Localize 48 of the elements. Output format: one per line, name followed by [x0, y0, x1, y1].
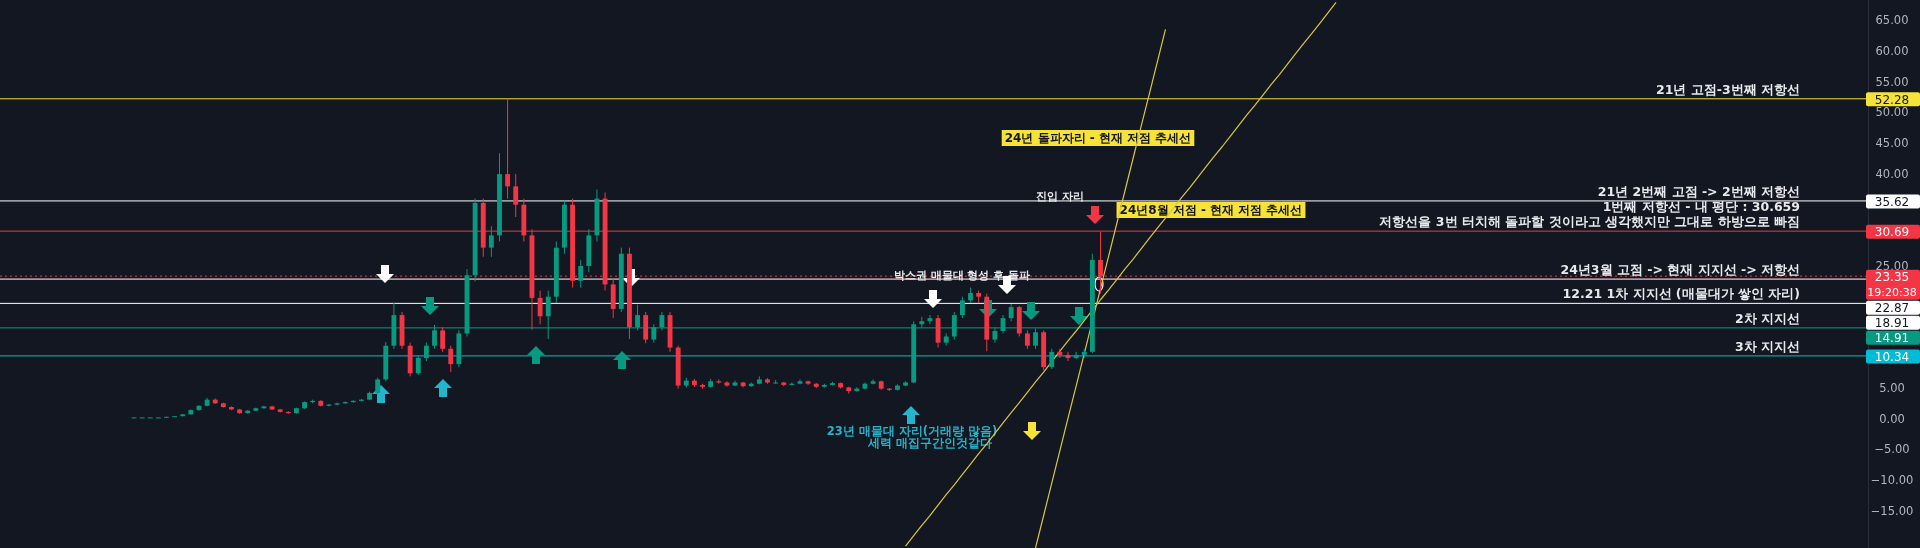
y-tick-label: 60.00 [1875, 43, 1909, 58]
candlestick [1073, 351, 1079, 360]
text: 14.91 [1874, 331, 1910, 346]
y-tick-label: 5.00 [1879, 381, 1905, 396]
candlestick [415, 354, 421, 376]
annotation: 24년8월 저점 - 현재 저점 추세선 [1119, 203, 1303, 217]
annotation: 진입 자리 [1036, 190, 1084, 203]
annotation: 박스권 매물대 형성 후 돌파 [893, 269, 1031, 282]
text: 23.35 [1874, 270, 1910, 285]
y-tick-label: −10.00 [1870, 473, 1914, 488]
text: 52.28 [1874, 92, 1910, 107]
y-tick-label: 25.00 [1875, 258, 1909, 273]
candlestick [537, 290, 543, 325]
candlestick [578, 259, 584, 288]
candlestick [1049, 348, 1055, 370]
candlestick [1024, 329, 1030, 350]
text: 30.69 [1874, 225, 1910, 240]
annotation: 24년 돌파자리 - 현재 저점 추세선 [1004, 131, 1192, 145]
candlestick [1057, 348, 1063, 359]
y-tick-label: 55.00 [1875, 74, 1909, 89]
candlestick [513, 173, 519, 218]
candlestick [423, 342, 429, 362]
annotation: 1번째 저항선 - 내 평단 : 30.659 [1602, 199, 1800, 215]
y-tick-label: −5.00 [1874, 442, 1910, 457]
candlestick [505, 98, 511, 200]
text: 35.62 [1874, 194, 1910, 209]
y-tick-label: −15.00 [1870, 503, 1914, 518]
text: 22.87 [1874, 301, 1910, 316]
candlestick [440, 326, 446, 353]
text: 10.34 [1874, 349, 1910, 364]
ref-line-label: 저항선을 3번 터치해 돌파할 것이라고 생각했지만 그대로 하방으로 빠짐 [1379, 214, 1800, 230]
candlestick [448, 345, 454, 373]
y-tick-label: 45.00 [1875, 135, 1909, 150]
candlestick [488, 225, 494, 258]
annotation: 23년 매물대 자리(거래량 많음) [826, 424, 998, 438]
ref-line-label: 12.21 1차 지지선 (매물대가 쌓인 자리) [1562, 286, 1800, 302]
y-tick-label: 50.00 [1875, 105, 1909, 120]
candlestick [959, 296, 965, 319]
text: 18.91 [1874, 316, 1910, 331]
ref-line-label: 21년 2번째 고점 -> 2번째 저항선 [1597, 183, 1800, 199]
y-tick-label: 65.00 [1875, 13, 1909, 28]
ref-line-label: 2차 지지선 [1734, 310, 1800, 326]
ref-line-label: 3차 지지선 [1734, 338, 1800, 354]
y-tick-label: 0.00 [1879, 411, 1905, 426]
y-tick-label: 40.00 [1875, 166, 1909, 181]
ref-line-label: 24년3월 고점 -> 현재 지지선 -> 저항선 [1560, 262, 1800, 278]
ref-line-label: 21년 고점-3번째 저항선 [1656, 81, 1800, 97]
annotation: 19:20:38 [1867, 285, 1917, 299]
